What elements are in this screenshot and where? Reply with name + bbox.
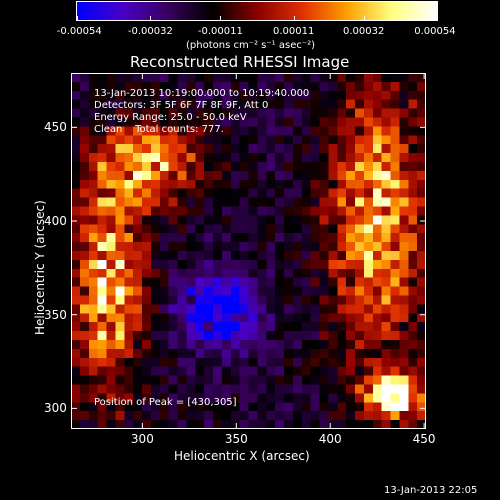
x-tick-label: 300 bbox=[130, 432, 154, 446]
x-axis-label: Heliocentric X (arcsec) bbox=[174, 449, 310, 463]
y-tick-label: 300 bbox=[44, 401, 67, 416]
colorbar-tick bbox=[77, 16, 78, 21]
colorbar-frame bbox=[76, 1, 438, 21]
colorbar-tick bbox=[363, 16, 365, 21]
annotation-energy: Energy Range: 25.0 - 50.0 keV bbox=[94, 112, 247, 123]
colorbar-tick-label: 0.00054 bbox=[414, 26, 456, 37]
colorbar-tick-label: -0.00011 bbox=[197, 26, 243, 37]
colorbar-tick bbox=[150, 16, 152, 21]
heatmap-image bbox=[71, 73, 426, 429]
colorbar-tick-label: -0.00054 bbox=[56, 26, 102, 37]
y-axis-label: Heliocentric Y (arcsec) bbox=[33, 200, 47, 335]
colorbar-unit-label: (photons cm⁻² s⁻¹ asec⁻²) bbox=[186, 40, 316, 51]
x-tick-label: 350 bbox=[224, 432, 248, 446]
annotation-detectors: Detectors: 3F 5F 6F 7F 8F 9F, Att 0 bbox=[94, 100, 269, 111]
colorbar-tick bbox=[293, 16, 295, 21]
annotation-time-range: 13-Jan-2013 10:19:00.000 to 10:19:40.000 bbox=[94, 88, 310, 99]
colorbar-gradient bbox=[77, 2, 437, 20]
colorbar-tick bbox=[220, 16, 222, 21]
x-tick-label: 400 bbox=[318, 432, 342, 446]
chart-title: Reconstructed RHESSI Image bbox=[130, 53, 350, 71]
annotation-peak-position: Position of Peak = [430,305] bbox=[94, 397, 237, 408]
colorbar-tick bbox=[437, 16, 438, 21]
plot-timestamp: 13-Jan-2013 22:05 bbox=[384, 485, 478, 496]
y-tick-label: 400 bbox=[44, 214, 67, 229]
annotation-clean: Clean Total counts: 777. bbox=[94, 124, 224, 135]
y-tick-label: 350 bbox=[44, 307, 67, 322]
colorbar-tick-label: 0.00011 bbox=[272, 26, 315, 37]
colorbar-tick-label: -0.00032 bbox=[127, 26, 173, 37]
x-tick-label: 450 bbox=[412, 432, 436, 446]
y-tick-label: 450 bbox=[44, 120, 67, 135]
colorbar-tick-label: 0.00032 bbox=[342, 26, 385, 37]
